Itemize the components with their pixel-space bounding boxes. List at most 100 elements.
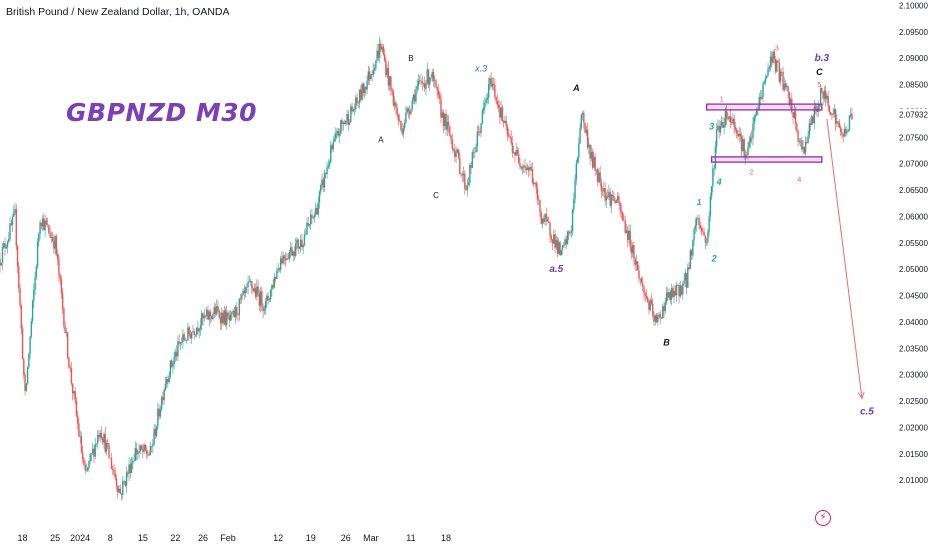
candle bbox=[773, 48, 775, 64]
candle bbox=[19, 284, 21, 309]
candle bbox=[10, 219, 12, 227]
candle bbox=[598, 167, 600, 184]
candle bbox=[440, 92, 442, 124]
candle bbox=[311, 208, 313, 225]
price-axis[interactable]: 2.100002.095002.090002.085002.080002.075… bbox=[893, 2, 931, 486]
candle bbox=[512, 145, 515, 154]
candle bbox=[842, 133, 844, 143]
candle bbox=[214, 303, 217, 317]
candle bbox=[322, 177, 324, 192]
candle bbox=[81, 446, 84, 463]
time-tick-label: 18 bbox=[18, 533, 28, 543]
candle bbox=[137, 449, 139, 461]
candle bbox=[695, 216, 698, 232]
candle bbox=[134, 441, 137, 462]
candle bbox=[239, 293, 242, 305]
candle bbox=[583, 110, 585, 129]
chart-title: GBPNZD M30 bbox=[66, 98, 258, 127]
candle bbox=[521, 163, 524, 175]
range-box[interactable] bbox=[710, 156, 823, 163]
candle bbox=[720, 115, 723, 129]
candle bbox=[142, 444, 144, 459]
candle bbox=[158, 404, 160, 420]
candle bbox=[675, 281, 678, 303]
candle bbox=[261, 286, 263, 312]
candle bbox=[386, 64, 388, 79]
candle bbox=[238, 298, 240, 321]
candle bbox=[568, 229, 570, 240]
candle bbox=[405, 105, 407, 125]
candle bbox=[381, 43, 383, 53]
candle bbox=[743, 137, 745, 160]
candle bbox=[40, 222, 43, 230]
candle bbox=[497, 100, 500, 113]
candle bbox=[64, 321, 66, 334]
candle bbox=[679, 281, 682, 299]
candle bbox=[109, 457, 111, 459]
candle bbox=[680, 285, 683, 296]
candle bbox=[70, 361, 73, 387]
current-price-label: 2.07932 bbox=[899, 111, 928, 120]
candle bbox=[581, 111, 584, 121]
candle bbox=[90, 452, 93, 462]
candle bbox=[294, 237, 297, 258]
candle bbox=[316, 204, 318, 215]
candle bbox=[759, 89, 762, 106]
projection-line[interactable] bbox=[826, 118, 863, 399]
candle bbox=[797, 129, 799, 147]
range-box[interactable] bbox=[705, 103, 823, 111]
bolt-icon[interactable]: ⚡ bbox=[815, 510, 831, 526]
candle bbox=[837, 120, 839, 128]
candle bbox=[789, 97, 792, 110]
candle bbox=[401, 122, 403, 137]
candle bbox=[118, 484, 120, 494]
candle bbox=[178, 334, 180, 347]
candle bbox=[452, 148, 455, 152]
price-tick-label: 2.10000 bbox=[899, 2, 928, 11]
candle bbox=[777, 58, 779, 63]
candle bbox=[371, 69, 373, 82]
candle bbox=[60, 275, 63, 299]
candle bbox=[336, 127, 338, 139]
candle bbox=[708, 211, 710, 237]
candle bbox=[223, 305, 225, 326]
time-tick-label: Mar bbox=[363, 533, 379, 543]
price-tick-label: 2.01500 bbox=[899, 450, 928, 459]
time-axis[interactable]: 18 25 2024 8 15 22 26 Feb 12 19 26 Mar 11 18 bbox=[18, 533, 451, 543]
candle bbox=[396, 103, 398, 118]
candle bbox=[450, 134, 452, 145]
candle bbox=[601, 186, 604, 197]
candle bbox=[284, 252, 287, 267]
candle bbox=[678, 282, 680, 304]
candle bbox=[609, 187, 611, 209]
candle bbox=[46, 217, 49, 228]
candle bbox=[340, 119, 342, 136]
candle-series bbox=[0, 36, 853, 501]
candle bbox=[824, 85, 827, 107]
candle bbox=[828, 105, 831, 115]
candle bbox=[588, 137, 590, 155]
candle bbox=[312, 216, 314, 220]
candle bbox=[117, 485, 119, 499]
wave-label: 4 bbox=[797, 177, 801, 184]
range-boxes[interactable] bbox=[705, 103, 823, 163]
candle bbox=[482, 100, 485, 115]
candle bbox=[189, 330, 192, 340]
candle bbox=[741, 132, 743, 157]
candle bbox=[180, 337, 183, 346]
candle bbox=[85, 463, 88, 472]
candle bbox=[127, 470, 129, 478]
candle bbox=[614, 197, 616, 205]
candle bbox=[236, 302, 238, 320]
candle bbox=[333, 133, 336, 142]
candle bbox=[377, 43, 380, 62]
candle bbox=[58, 254, 60, 282]
candle bbox=[337, 127, 339, 138]
candle bbox=[355, 94, 357, 113]
candle bbox=[13, 205, 15, 217]
projection-arrow[interactable]: c.5 bbox=[826, 118, 874, 418]
candle bbox=[403, 118, 406, 131]
candle bbox=[165, 376, 168, 389]
candle bbox=[712, 164, 714, 193]
